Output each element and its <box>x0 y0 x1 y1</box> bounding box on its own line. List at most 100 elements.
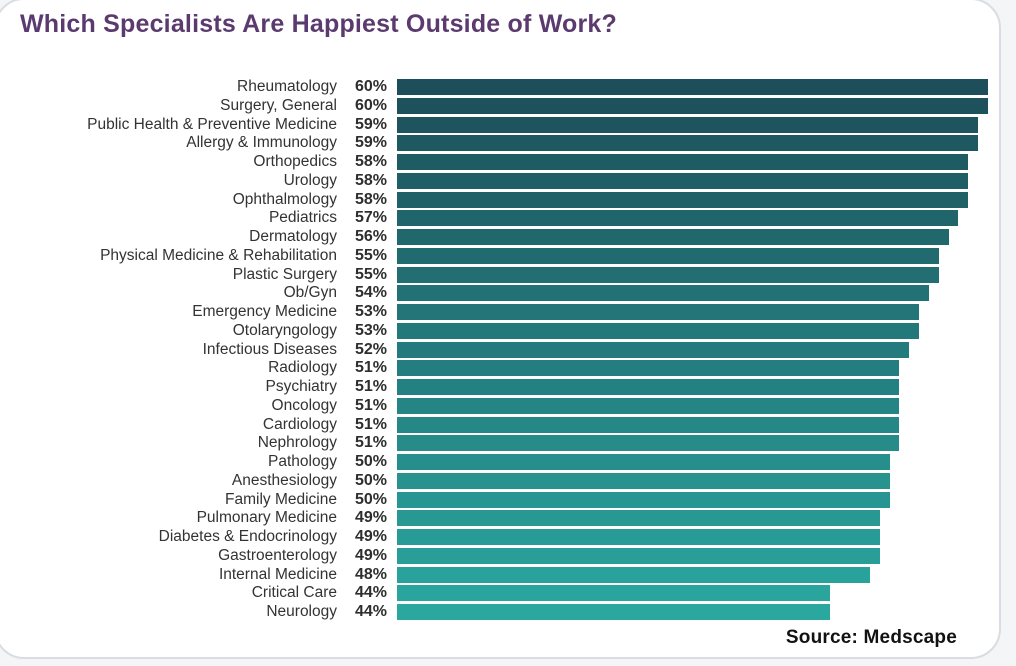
bar-track <box>397 434 992 453</box>
bar-row: Rheumatology 60% <box>0 78 996 97</box>
bar-track <box>397 509 992 528</box>
bar-value: 55% <box>354 265 387 283</box>
bar <box>397 491 890 508</box>
bar <box>397 529 880 545</box>
bar-row: Oncology 51% <box>0 397 996 416</box>
bar-track <box>397 416 992 435</box>
bar-label: Cardiology <box>262 415 337 433</box>
bar-row: Public Health & Preventive Medicine 59% <box>0 116 996 135</box>
bar-value: 50% <box>354 490 387 508</box>
bar-row: Anesthesiology 50% <box>0 472 996 491</box>
bar-label: Gastroenterology <box>218 546 337 564</box>
bar-label: Nephrology <box>257 434 337 452</box>
bar <box>397 604 831 620</box>
bar-row: Cardiology 51% <box>0 416 996 435</box>
bar <box>397 304 920 320</box>
bar-track <box>397 397 992 416</box>
bar-track <box>397 172 992 191</box>
bar-label: Orthopedics <box>253 153 337 170</box>
source-credit: Source: Medscape <box>785 627 957 648</box>
bar-label: Physical Medicine & Rehabilitation <box>100 246 337 264</box>
bar-chart: Rheumatology 60% Surgery, General 60% Public… <box>0 78 996 622</box>
bar <box>397 472 890 489</box>
bar <box>397 360 900 377</box>
bar-track <box>397 209 992 228</box>
bar-track <box>397 116 992 135</box>
bar <box>397 322 920 339</box>
bar-label: Critical Care <box>251 584 337 602</box>
bar <box>397 210 959 227</box>
bar-row: Critical Care 44% <box>0 584 996 603</box>
bar-value: 51% <box>354 378 387 395</box>
bar-label: Surgery, General <box>220 96 337 114</box>
bar-value: 58% <box>354 190 387 208</box>
bar-row: Nephrology 51% <box>0 434 996 453</box>
bar-track <box>397 134 992 153</box>
bar-label: Oncology <box>271 396 337 414</box>
bar-value: 49% <box>354 509 387 527</box>
bar-value: 52% <box>354 340 387 358</box>
chart-title: Which Specialists Are Happiest Outside o… <box>20 10 618 38</box>
bar <box>397 566 870 583</box>
bar-track <box>397 584 992 603</box>
bar-row: Orthopedics 58% <box>0 153 996 172</box>
bar <box>397 341 910 358</box>
bar-label: Otolaryngology <box>232 321 337 339</box>
bar-value: 49% <box>354 546 387 564</box>
bar-track <box>397 284 992 303</box>
bar-value: 54% <box>354 284 387 302</box>
bar-value: 59% <box>354 134 387 152</box>
bar-track <box>397 378 992 397</box>
bar-label: Public Health & Preventive Medicine <box>87 115 337 133</box>
bar-row: Family Medicine 50% <box>0 491 996 510</box>
bar-track <box>397 97 992 116</box>
bar-value: 58% <box>354 153 387 170</box>
bar-row: Dermatology 56% <box>0 228 996 247</box>
bar-value: 51% <box>354 359 387 377</box>
bar-label: Pediatrics <box>268 209 337 227</box>
bar <box>397 454 890 470</box>
bar <box>397 79 988 95</box>
bar-track <box>397 359 992 378</box>
bar-label: Psychiatry <box>265 378 338 395</box>
bar-track <box>397 322 992 341</box>
bar-label: Dermatology <box>249 228 337 245</box>
bar-label: Plastic Surgery <box>232 265 337 283</box>
bar-label: Urology <box>283 171 337 189</box>
bar-label: Internal Medicine <box>218 565 337 583</box>
bar-track <box>397 472 992 491</box>
bar <box>397 135 979 152</box>
bar-row: Pediatrics 57% <box>0 209 996 228</box>
bar-track <box>397 491 992 510</box>
bar-track <box>397 341 992 360</box>
bar-value: 44% <box>354 584 387 602</box>
bar <box>397 435 900 452</box>
bar-value: 60% <box>354 78 387 95</box>
bar-label: Pathology <box>268 453 337 470</box>
bar-row: Plastic Surgery 55% <box>0 266 996 285</box>
bar <box>397 97 988 114</box>
bar-label: Allergy & Immunology <box>186 134 337 152</box>
bar-row: Ophthalmology 58% <box>0 191 996 210</box>
bar-row: Infectious Diseases 52% <box>0 341 996 360</box>
bar-label: Family Medicine <box>225 490 337 508</box>
bar-track <box>397 247 992 266</box>
bar-value: 58% <box>354 171 387 189</box>
bar-row: Emergency Medicine 53% <box>0 303 996 322</box>
bar-value: 49% <box>354 528 387 545</box>
bar-value: 57% <box>354 209 387 227</box>
bar <box>397 229 949 245</box>
bar <box>397 397 900 414</box>
bar-value: 53% <box>354 321 387 339</box>
bar-value: 50% <box>354 453 387 470</box>
bar-row: Psychiatry 51% <box>0 378 996 397</box>
bar-value: 44% <box>354 603 387 620</box>
bar <box>397 172 969 189</box>
bar-value: 48% <box>354 565 387 583</box>
bar <box>397 547 880 564</box>
bar-track <box>397 266 992 285</box>
bar-track <box>397 566 992 585</box>
bar-label: Infectious Diseases <box>202 340 337 358</box>
bar-row: Urology 58% <box>0 172 996 191</box>
bar-row: Diabetes & Endocrinology 49% <box>0 528 996 547</box>
